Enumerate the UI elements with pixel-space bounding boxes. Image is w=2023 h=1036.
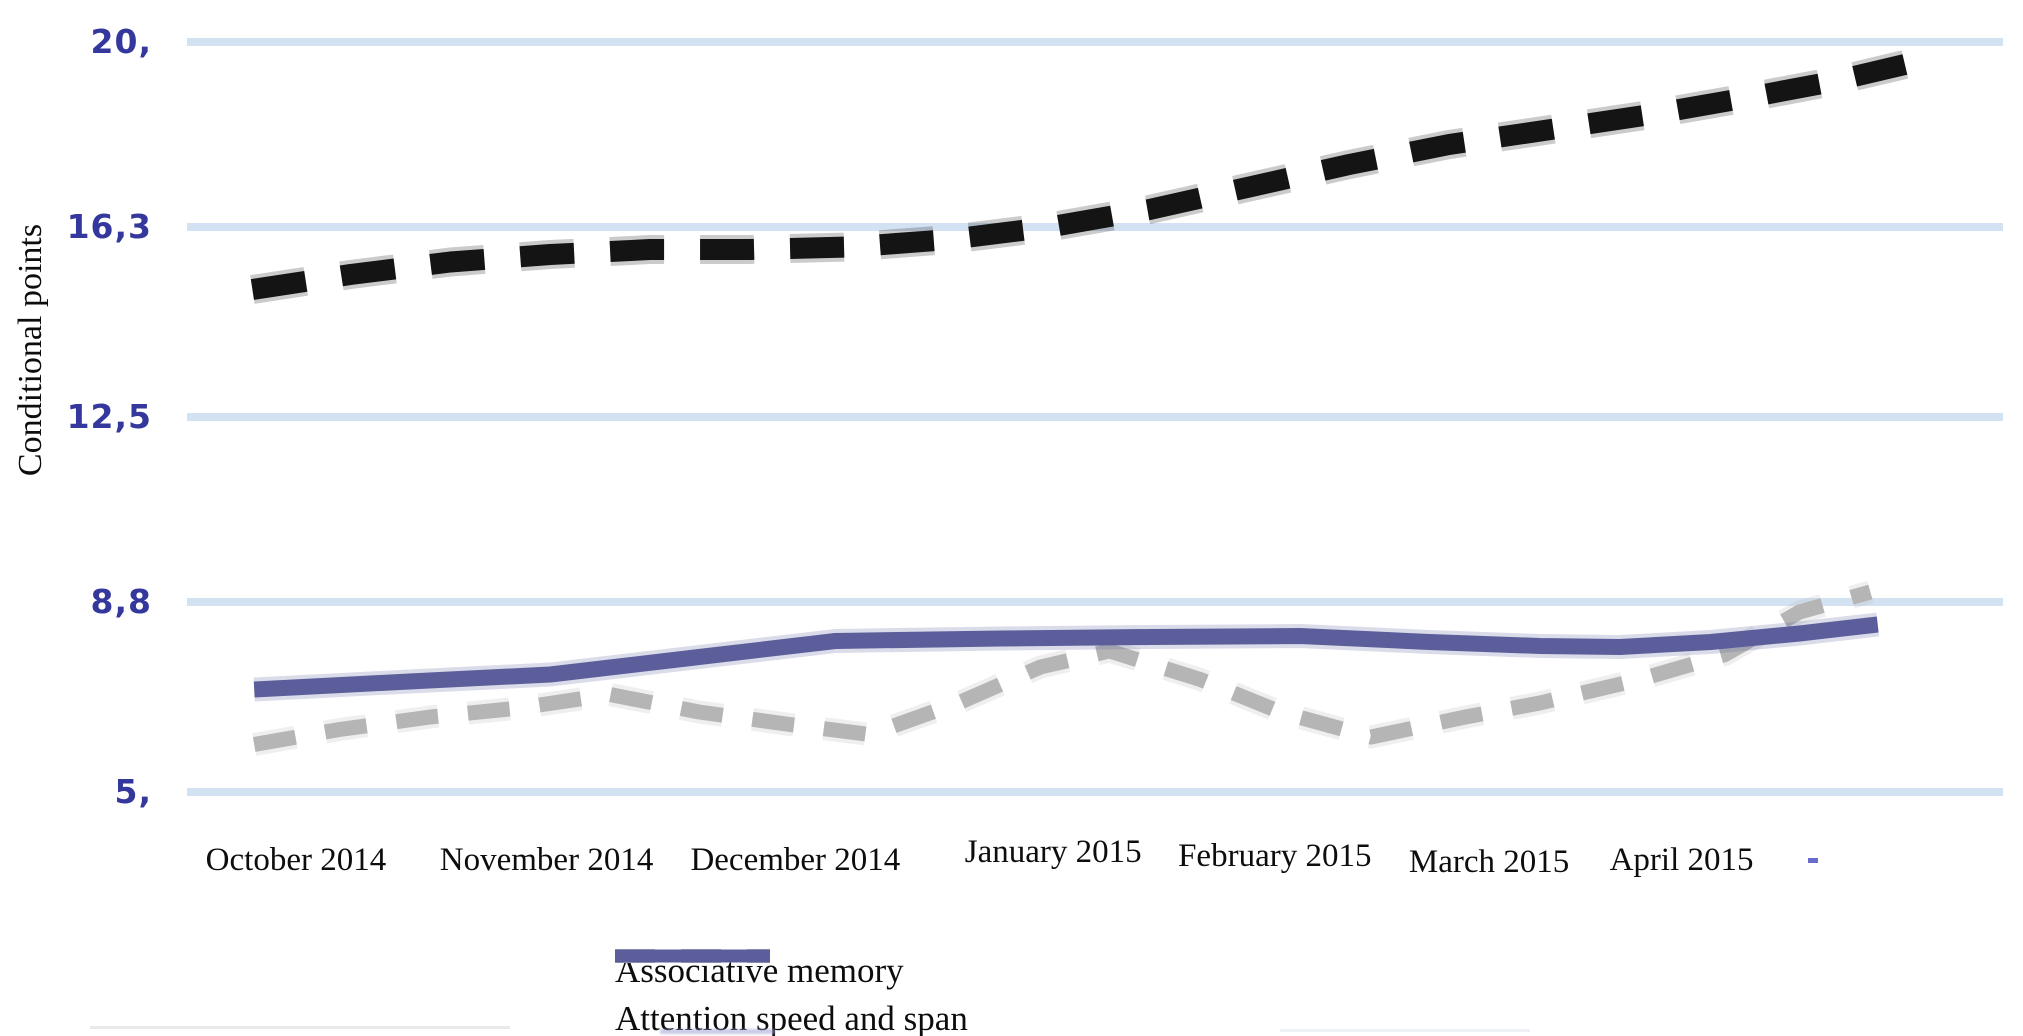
x-axis-label: January 2015: [964, 834, 1142, 870]
y-tick-label: 20,: [90, 22, 152, 61]
series-line-attention_speed_span: [253, 616, 1879, 698]
x-axis-label: March 2015: [1408, 844, 1570, 880]
legend: Associative memory Attention speed and s…: [615, 948, 968, 1036]
x-axis-label: November 2014: [439, 842, 654, 878]
legend-label: Attention speed and span: [615, 999, 968, 1036]
x-axis-label: October 2014: [205, 842, 387, 878]
x-axis-label: February 2015: [1178, 838, 1372, 874]
legend-item-attention-speed-span: Attention speed and span: [615, 949, 968, 1036]
y-tick-label: 8,8: [90, 582, 152, 621]
y-tick-label: 5,: [114, 772, 152, 811]
y-axis-title-text: Conditional points: [12, 223, 49, 477]
x-axis-label: December 2014: [690, 842, 901, 878]
y-axis-title: Conditional points: [8, 150, 54, 550]
x-axis-label: April 2015: [1609, 842, 1754, 878]
series-line-upper_dashed: [250, 50, 1909, 304]
solid-line-swatch-icon: [615, 949, 770, 963]
series-line-upper_dashed: [250, 54, 1908, 300]
y-tick-label: 12,5: [66, 397, 152, 436]
y-tick-label: 16,3: [66, 207, 152, 246]
